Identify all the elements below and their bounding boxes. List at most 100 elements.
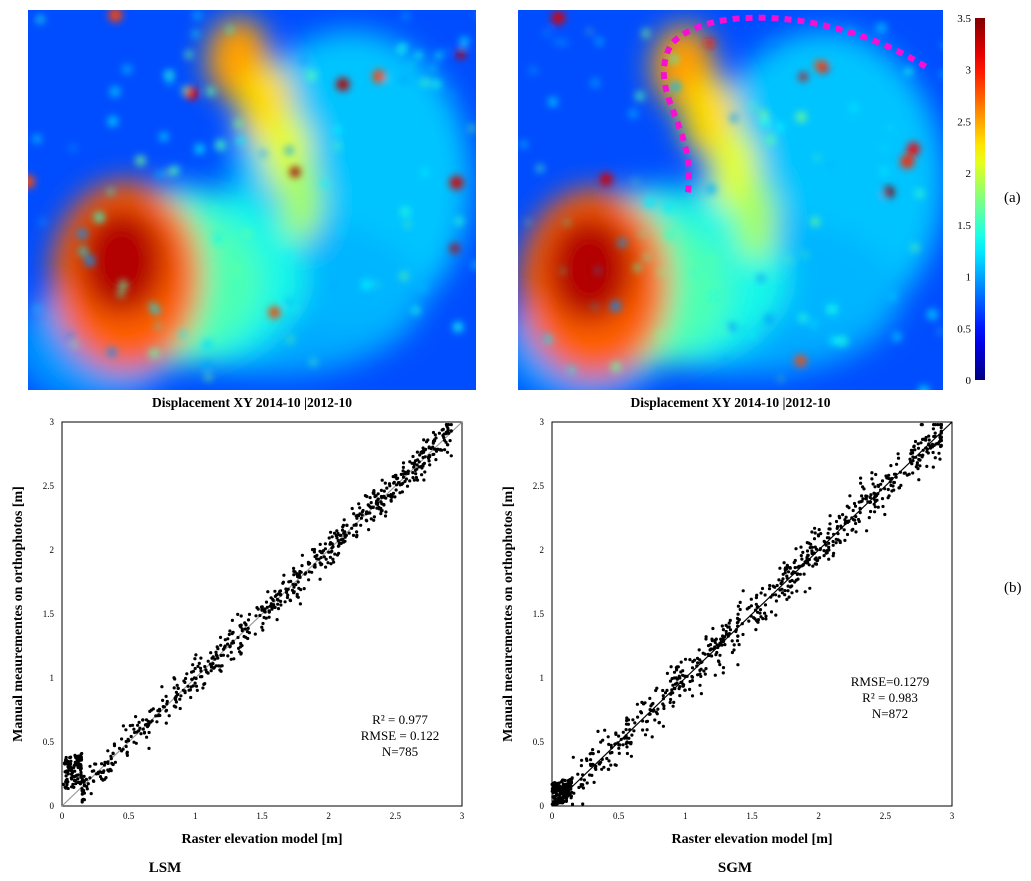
data-point [874,494,878,498]
data-point [106,761,110,765]
data-point [679,680,683,685]
data-point [582,778,586,782]
data-point [141,718,145,722]
data-point [760,586,765,591]
data-point [894,475,898,479]
data-point [919,423,923,427]
data-point [724,623,728,627]
map-speckle [526,220,530,224]
map-speckle [757,275,765,282]
map-speckle [723,357,729,363]
data-point [836,532,840,536]
map-speckle [333,126,341,134]
data-point [601,738,605,742]
data-point [795,589,799,593]
data-point [323,547,327,551]
data-point [385,486,389,490]
data-point [178,697,182,701]
data-point [851,508,855,513]
data-point [860,494,864,498]
data-point [72,778,76,783]
data-point [834,541,838,545]
map-speckle [295,307,299,311]
data-point [335,529,339,533]
data-point [570,776,574,780]
data-point [276,602,280,606]
map-speckle [375,282,379,287]
data-point [845,532,850,537]
data-point [726,632,730,636]
map-lsm [28,10,476,390]
data-point [227,632,231,637]
data-point [564,796,569,800]
data-point [854,515,858,519]
data-point [874,472,878,477]
map-speckle [405,222,410,227]
map-speckle [928,310,937,319]
data-point [319,556,323,560]
data-point [641,702,646,706]
data-point [282,573,286,577]
map-speckle [334,143,341,149]
data-point [411,476,415,480]
data-point [713,673,717,677]
map-hotspot [185,86,198,100]
data-point [834,519,839,524]
data-point [146,723,150,728]
data-point [432,439,436,443]
data-point [720,624,724,628]
data-point [645,728,649,732]
data-point [797,564,801,568]
map-speckle [402,12,410,20]
data-point [392,481,396,485]
highlight-dashed-outline [660,14,928,193]
data-point [195,688,199,692]
data-point [801,550,805,554]
data-point [161,698,165,702]
data-point [218,668,222,672]
data-point [111,751,115,756]
data-point [296,580,300,584]
data-point [738,600,742,604]
data-point [607,742,611,746]
data-point [101,770,105,774]
data-point [89,792,93,796]
data-point [859,476,863,480]
data-point [768,583,772,588]
data-point [292,590,296,594]
data-point [749,614,753,618]
data-point [749,604,753,608]
data-point [825,536,829,540]
data-point [310,548,315,552]
map-speckle [243,230,251,237]
data-point [297,573,301,577]
data-point [907,472,911,476]
data-point [763,611,767,615]
data-point [736,634,740,638]
data-point [805,549,810,553]
data-point [655,686,659,690]
data-point [869,509,873,514]
data-point [569,783,573,788]
map-speckle [893,333,901,341]
map-speckle [118,290,124,297]
data-point [551,781,555,786]
map-speckle [802,252,808,257]
data-point [622,736,627,740]
map-sgm [518,10,943,390]
map-speckle [728,323,736,331]
data-point [191,669,196,673]
data-point [214,650,218,654]
data-point [438,448,442,452]
map-speckle [205,374,212,381]
map-speckle [400,43,407,50]
data-point [411,454,415,459]
map-hotspot [268,306,281,319]
data-point [718,653,722,657]
map-speckle [203,340,212,349]
x-tick-label: 2.5 [880,811,892,821]
data-point [420,451,424,455]
data-point [721,628,725,632]
data-point [113,760,117,764]
data-point [822,549,826,553]
